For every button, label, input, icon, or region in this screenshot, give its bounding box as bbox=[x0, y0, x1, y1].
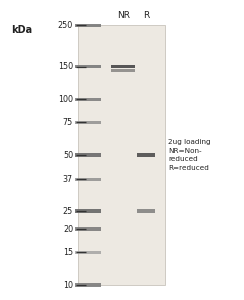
Text: NR: NR bbox=[117, 11, 130, 20]
Text: R: R bbox=[143, 11, 149, 20]
Bar bbox=[75, 121, 102, 124]
Bar bbox=[111, 69, 135, 72]
Bar bbox=[78, 25, 165, 285]
Bar bbox=[75, 250, 102, 254]
Text: 75: 75 bbox=[63, 118, 73, 127]
Text: 10: 10 bbox=[63, 280, 73, 290]
Text: 50: 50 bbox=[63, 151, 73, 160]
Text: 150: 150 bbox=[58, 62, 73, 71]
Text: 2ug loading
NR=Non-
reduced
R=reduced: 2ug loading NR=Non- reduced R=reduced bbox=[168, 139, 211, 171]
Bar bbox=[75, 98, 102, 101]
Text: 100: 100 bbox=[58, 95, 73, 104]
Bar bbox=[111, 65, 135, 68]
Bar bbox=[75, 178, 102, 181]
Text: 20: 20 bbox=[63, 225, 73, 234]
Bar bbox=[75, 283, 102, 287]
Bar bbox=[75, 209, 102, 213]
Text: 15: 15 bbox=[63, 248, 73, 257]
Text: 25: 25 bbox=[63, 207, 73, 216]
Bar bbox=[75, 24, 102, 27]
Bar bbox=[137, 153, 154, 157]
Bar bbox=[75, 65, 102, 68]
Text: 250: 250 bbox=[58, 21, 73, 30]
Bar bbox=[75, 153, 102, 157]
Bar bbox=[75, 227, 102, 231]
Bar bbox=[137, 209, 154, 213]
Text: kDa: kDa bbox=[11, 25, 32, 35]
Text: 37: 37 bbox=[63, 175, 73, 184]
